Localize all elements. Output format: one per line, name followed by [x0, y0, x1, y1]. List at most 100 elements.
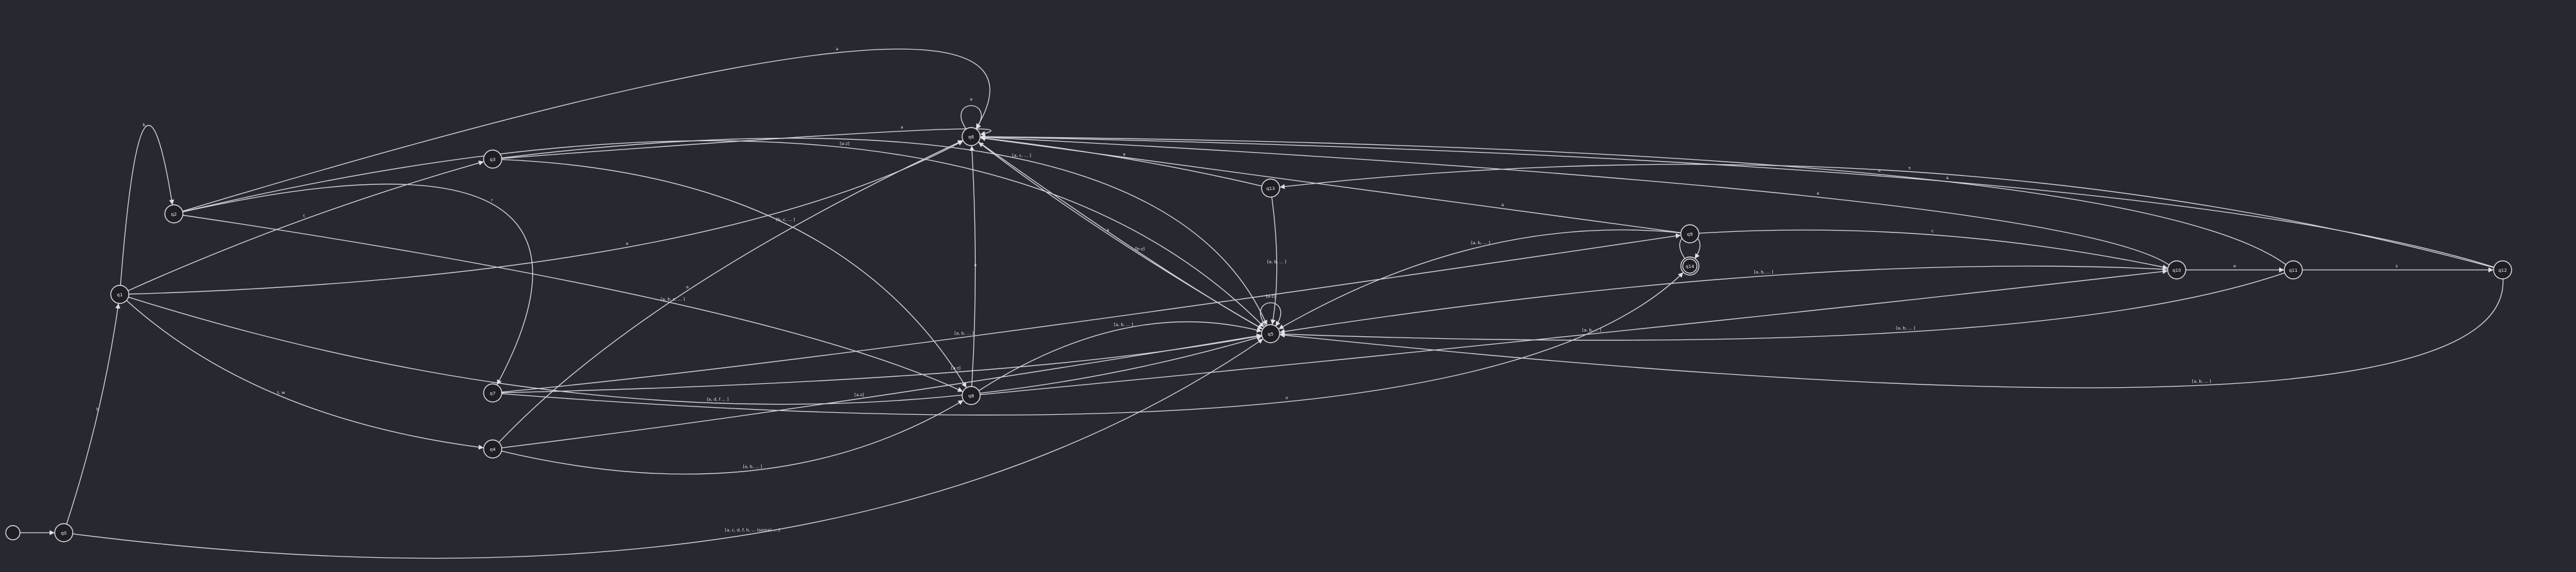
edge-label-q7-q5: [a-z]	[951, 366, 961, 371]
state-node-q12: q12	[2493, 260, 2512, 280]
state-node-q14: q14	[1680, 256, 1700, 276]
state-label-q10: q10	[2172, 268, 2181, 273]
edge-label-q5-q6: a	[1106, 227, 1109, 233]
edge-label-q3-q8: [b, c, ... ]	[776, 217, 795, 222]
state-node-q7: q7	[483, 383, 502, 403]
edge-label-q2-q5: [a-z]	[840, 141, 849, 146]
state-label-q1: q1	[117, 292, 123, 298]
edge-label-q1-q2: b	[143, 122, 146, 128]
state-node-q8: q8	[961, 386, 981, 405]
edge-q1-q6	[128, 140, 963, 295]
edge-label-q8-q10: [a, b, ... ]	[1582, 327, 1602, 332]
edge-label-q12-q13: s	[1908, 165, 1911, 170]
edge-q1-q4	[126, 300, 484, 450]
edge-q7-q9	[501, 233, 1681, 393]
nodes-layer: q0 q1 q2 q3 q4 q5 q6 q7 q8 q9 q10 q11 q12 q13 q14	[5, 127, 2512, 542]
edge-label-q1-q4: t, w	[278, 390, 286, 395]
edge-q4-q5	[501, 333, 1262, 448]
state-node-q4: q4	[483, 439, 502, 459]
edge-q7-q5	[501, 334, 1262, 394]
state-node-q6: q6	[961, 127, 981, 146]
edge-q2-q8	[182, 214, 963, 392]
edge-label-q4-q6: a	[686, 284, 688, 289]
edge-label-q0-q1: b	[97, 406, 99, 412]
edge-q0-q5	[72, 338, 1264, 559]
edge-label-q4-q5: [a-z]	[855, 392, 864, 397]
edge-label-q1-q3: c	[303, 213, 306, 218]
state-node-q9: q9	[1680, 224, 1700, 243]
state-node-q3: q3	[483, 149, 502, 169]
state-label-q5: q5	[1268, 332, 1274, 337]
edge-label-q13-q6: a	[1123, 152, 1126, 157]
edge-label-q7-q14: o	[1285, 396, 1288, 401]
edges-layer	[13, 48, 2504, 559]
edge-label-q11-q5: [a, b, ... ]	[1896, 326, 1915, 331]
edge-label-q5-q5: [a-z]	[1266, 294, 1276, 299]
edge-q2-q5	[182, 140, 1264, 327]
edge-label-q8-q6: a	[974, 262, 976, 267]
edge-label-q9-q10: c	[1931, 229, 1934, 234]
edge-label-q9-q6: a	[1501, 202, 1504, 207]
state-label-q13: q13	[1266, 186, 1274, 191]
state-label-q7: q7	[490, 391, 496, 396]
state-label-q9: q9	[1687, 232, 1693, 237]
edge-label-q11-q6: a	[1878, 168, 1880, 173]
edge-q3-q5	[501, 137, 1267, 325]
edge-labels-layer: b [a, c, d, f, h, ... (some) ... ] b c t, w […	[97, 46, 2398, 533]
edge-q10-q6	[980, 135, 2170, 265]
edge-q1-q3	[128, 160, 484, 291]
edge-q12-q6	[980, 134, 2494, 268]
state-node-q1: q1	[110, 285, 129, 304]
state-label-q11: q11	[2289, 268, 2297, 273]
edge-label-q10-q11: e	[2233, 263, 2236, 269]
edge-q12-q5	[1280, 278, 2504, 388]
state-node-q10: q10	[2167, 260, 2186, 280]
edge-q11-q5	[1280, 272, 2285, 341]
edge-label-q11-q12: s	[2396, 263, 2398, 269]
edge-q3-q6	[501, 128, 992, 159]
state-node-q13: q13	[1261, 178, 1280, 198]
state-label-q4: q4	[490, 447, 496, 452]
edge-label-q3-q6: a	[900, 125, 903, 130]
state-node-q2: q2	[164, 204, 184, 224]
edge-label-q9-q5: [a, b, ... ]	[1471, 240, 1490, 245]
state-label-q0: q0	[61, 531, 67, 536]
edge-q10-q5	[1280, 265, 2168, 334]
edge-label-q2-q7: r	[491, 197, 493, 202]
edge-label-q1-q5: [a, d, f ... ]	[706, 397, 728, 402]
state-node-q0: q0	[54, 523, 73, 542]
edge-q7-q14	[501, 272, 1683, 415]
start-marker	[5, 525, 21, 540]
state-node-q11: q11	[2284, 260, 2303, 280]
edge-q0-q1	[66, 303, 120, 524]
edge-label-q1-q6: a	[626, 241, 629, 246]
edge-q8-q5	[978, 321, 1262, 392]
edge-q4-q6	[498, 140, 963, 443]
edge-q4-q8	[501, 400, 963, 475]
edge-label-q0-q5: [a, c, d, f, h, ... (some) ... ]	[725, 528, 780, 533]
edge-q1-q2	[120, 124, 175, 286]
edge-label-q12-q5: [a, b, ... ]	[2192, 379, 2211, 384]
state-label-q8: q8	[969, 394, 974, 399]
edge-label-q8-q5: [a, b, ... ]	[1114, 322, 1133, 327]
state-label-q3: q3	[490, 157, 496, 162]
state-label-q6: q6	[969, 135, 974, 140]
edge-q9-q10	[1698, 229, 2168, 270]
edge-q11-q6	[980, 134, 2287, 265]
edge-label-q7-q9: [a, b, ... ]	[954, 330, 974, 336]
edge-label-q12-q6: a	[1946, 175, 1949, 180]
edge-q9-q5	[1278, 229, 1681, 330]
edge-q13-q5	[1270, 196, 1278, 325]
edge-label-q3-q5: [a, c, ... ]	[1012, 153, 1031, 158]
state-label-q12: q12	[2498, 268, 2506, 273]
edge-label-q4-q8: [a, b, ... ]	[743, 464, 762, 469]
edge-q2-q7	[182, 184, 533, 385]
edge-label-q6-q6: a	[970, 97, 972, 102]
edge-label-q13-q5: [a, b, ... ]	[1267, 259, 1287, 264]
edge-q6-q5	[978, 141, 1263, 330]
edge-label-q10-q5: [a, b, ... ]	[1754, 270, 1774, 275]
edge-q3-q8	[501, 158, 967, 388]
edge-label-q6-q5: [b-z]	[1135, 247, 1144, 252]
state-label-q2: q2	[171, 212, 177, 217]
